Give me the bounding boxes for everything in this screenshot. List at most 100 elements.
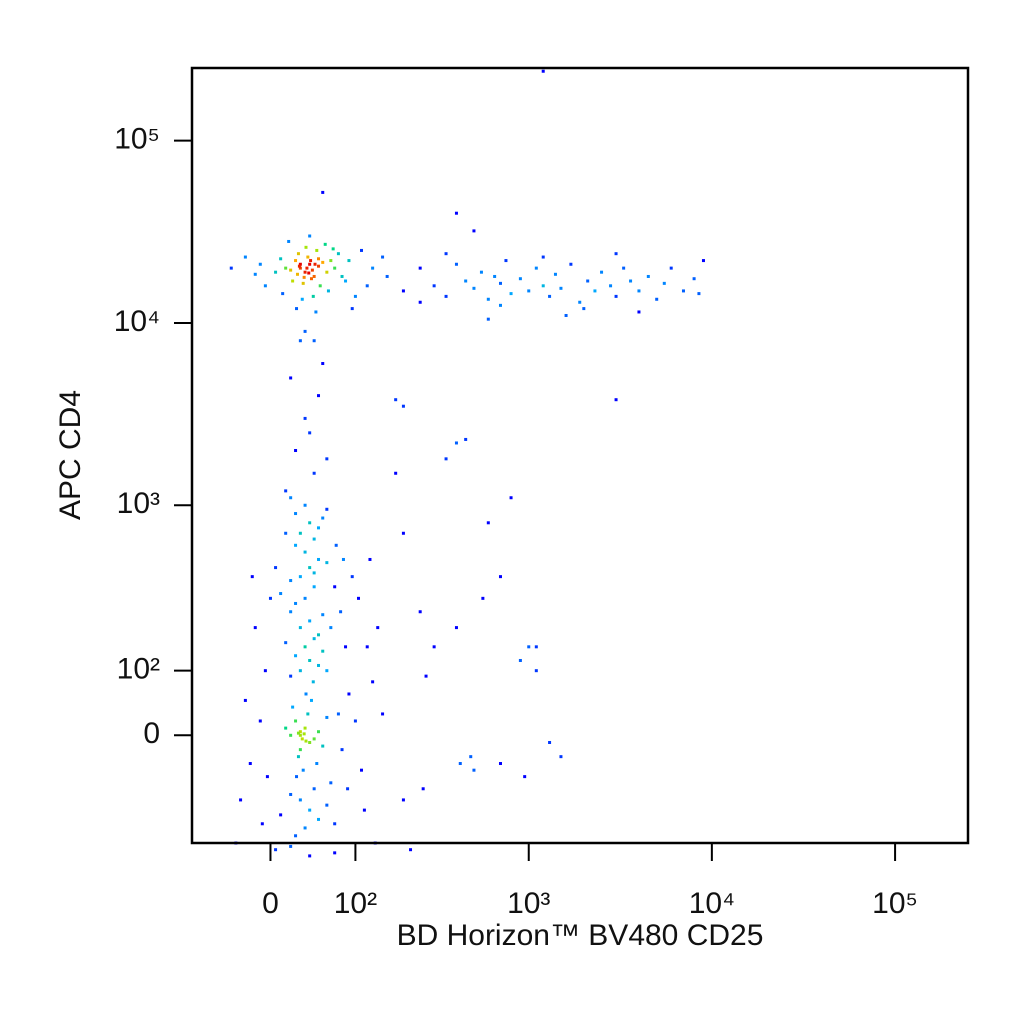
data-point [296, 252, 300, 256]
data-point [401, 798, 405, 802]
data-point [409, 848, 413, 852]
data-point [268, 596, 272, 600]
data-point [371, 266, 375, 270]
data-point [509, 292, 513, 296]
data-point [308, 431, 312, 435]
data-point [312, 471, 316, 475]
data-point [318, 284, 322, 288]
data-point [559, 755, 563, 759]
data-point [308, 658, 312, 662]
data-point [350, 307, 354, 311]
data-point [303, 270, 307, 274]
data-point [301, 768, 305, 772]
data-point [541, 284, 545, 288]
data-point [381, 255, 385, 259]
data-point [486, 317, 490, 321]
data-point [294, 654, 298, 658]
data-point [298, 531, 302, 535]
y-tick-label: 0 [143, 717, 160, 750]
data-point [317, 394, 321, 398]
data-point [289, 844, 293, 848]
data-point [346, 787, 350, 791]
data-point [401, 404, 405, 408]
data-point [279, 813, 283, 817]
data-point [309, 277, 313, 281]
data-point [498, 303, 502, 307]
data-point [697, 292, 701, 296]
data-point [243, 698, 247, 702]
data-point [329, 626, 333, 630]
data-point [418, 610, 422, 614]
data-point [329, 259, 333, 263]
data-point [481, 596, 485, 600]
data-point [260, 822, 264, 826]
data-point [303, 596, 307, 600]
data-point [578, 300, 582, 304]
data-point [294, 543, 298, 547]
data-point [368, 557, 372, 561]
data-point [289, 733, 293, 737]
data-point [294, 601, 298, 605]
data-point [317, 257, 321, 261]
data-point [298, 669, 302, 673]
data-point [498, 762, 502, 766]
data-point [548, 294, 552, 298]
data-point [582, 307, 586, 311]
data-point [498, 281, 502, 285]
data-point [325, 715, 329, 719]
data-point [317, 264, 321, 268]
data-point [317, 730, 321, 734]
data-point [311, 294, 315, 298]
data-point [362, 808, 366, 812]
data-point [295, 272, 299, 276]
data-point [308, 854, 312, 858]
data-point [350, 575, 354, 579]
data-point [263, 669, 267, 673]
data-point [586, 279, 590, 283]
data-point [284, 531, 288, 535]
data-point [334, 543, 338, 547]
data-point [681, 289, 685, 293]
data-point [297, 264, 301, 268]
data-point [340, 748, 344, 752]
data-point [289, 268, 293, 272]
data-point [541, 69, 545, 73]
data-point [614, 398, 618, 402]
plot-frame [190, 66, 970, 845]
data-point [298, 733, 302, 737]
data-point [365, 645, 369, 649]
data-point [312, 339, 316, 343]
data-point [258, 262, 262, 266]
data-point [340, 274, 344, 278]
data-point [458, 762, 462, 766]
data-point [527, 645, 531, 649]
x-tick-label: 10² [334, 887, 377, 920]
data-point [662, 281, 666, 285]
data-point [321, 260, 325, 264]
data-point [229, 266, 233, 270]
data-point [559, 286, 563, 290]
data-point [306, 712, 310, 716]
data-point [394, 398, 398, 402]
x-tick-label: 10⁵ [872, 887, 918, 920]
data-point [317, 526, 321, 530]
data-point [294, 449, 298, 453]
data-point [298, 798, 302, 802]
data-point [308, 619, 312, 623]
data-point [444, 252, 448, 256]
data-point [333, 851, 337, 855]
data-point [289, 674, 293, 678]
data-point [523, 775, 527, 779]
data-point [298, 339, 302, 343]
data-point [298, 266, 302, 270]
data-point [321, 362, 325, 366]
data-point [321, 744, 325, 748]
data-point [308, 808, 312, 812]
data-point [321, 516, 325, 520]
data-point [401, 289, 405, 293]
data-point [344, 279, 348, 283]
data-point [323, 242, 327, 246]
data-point [325, 457, 329, 461]
